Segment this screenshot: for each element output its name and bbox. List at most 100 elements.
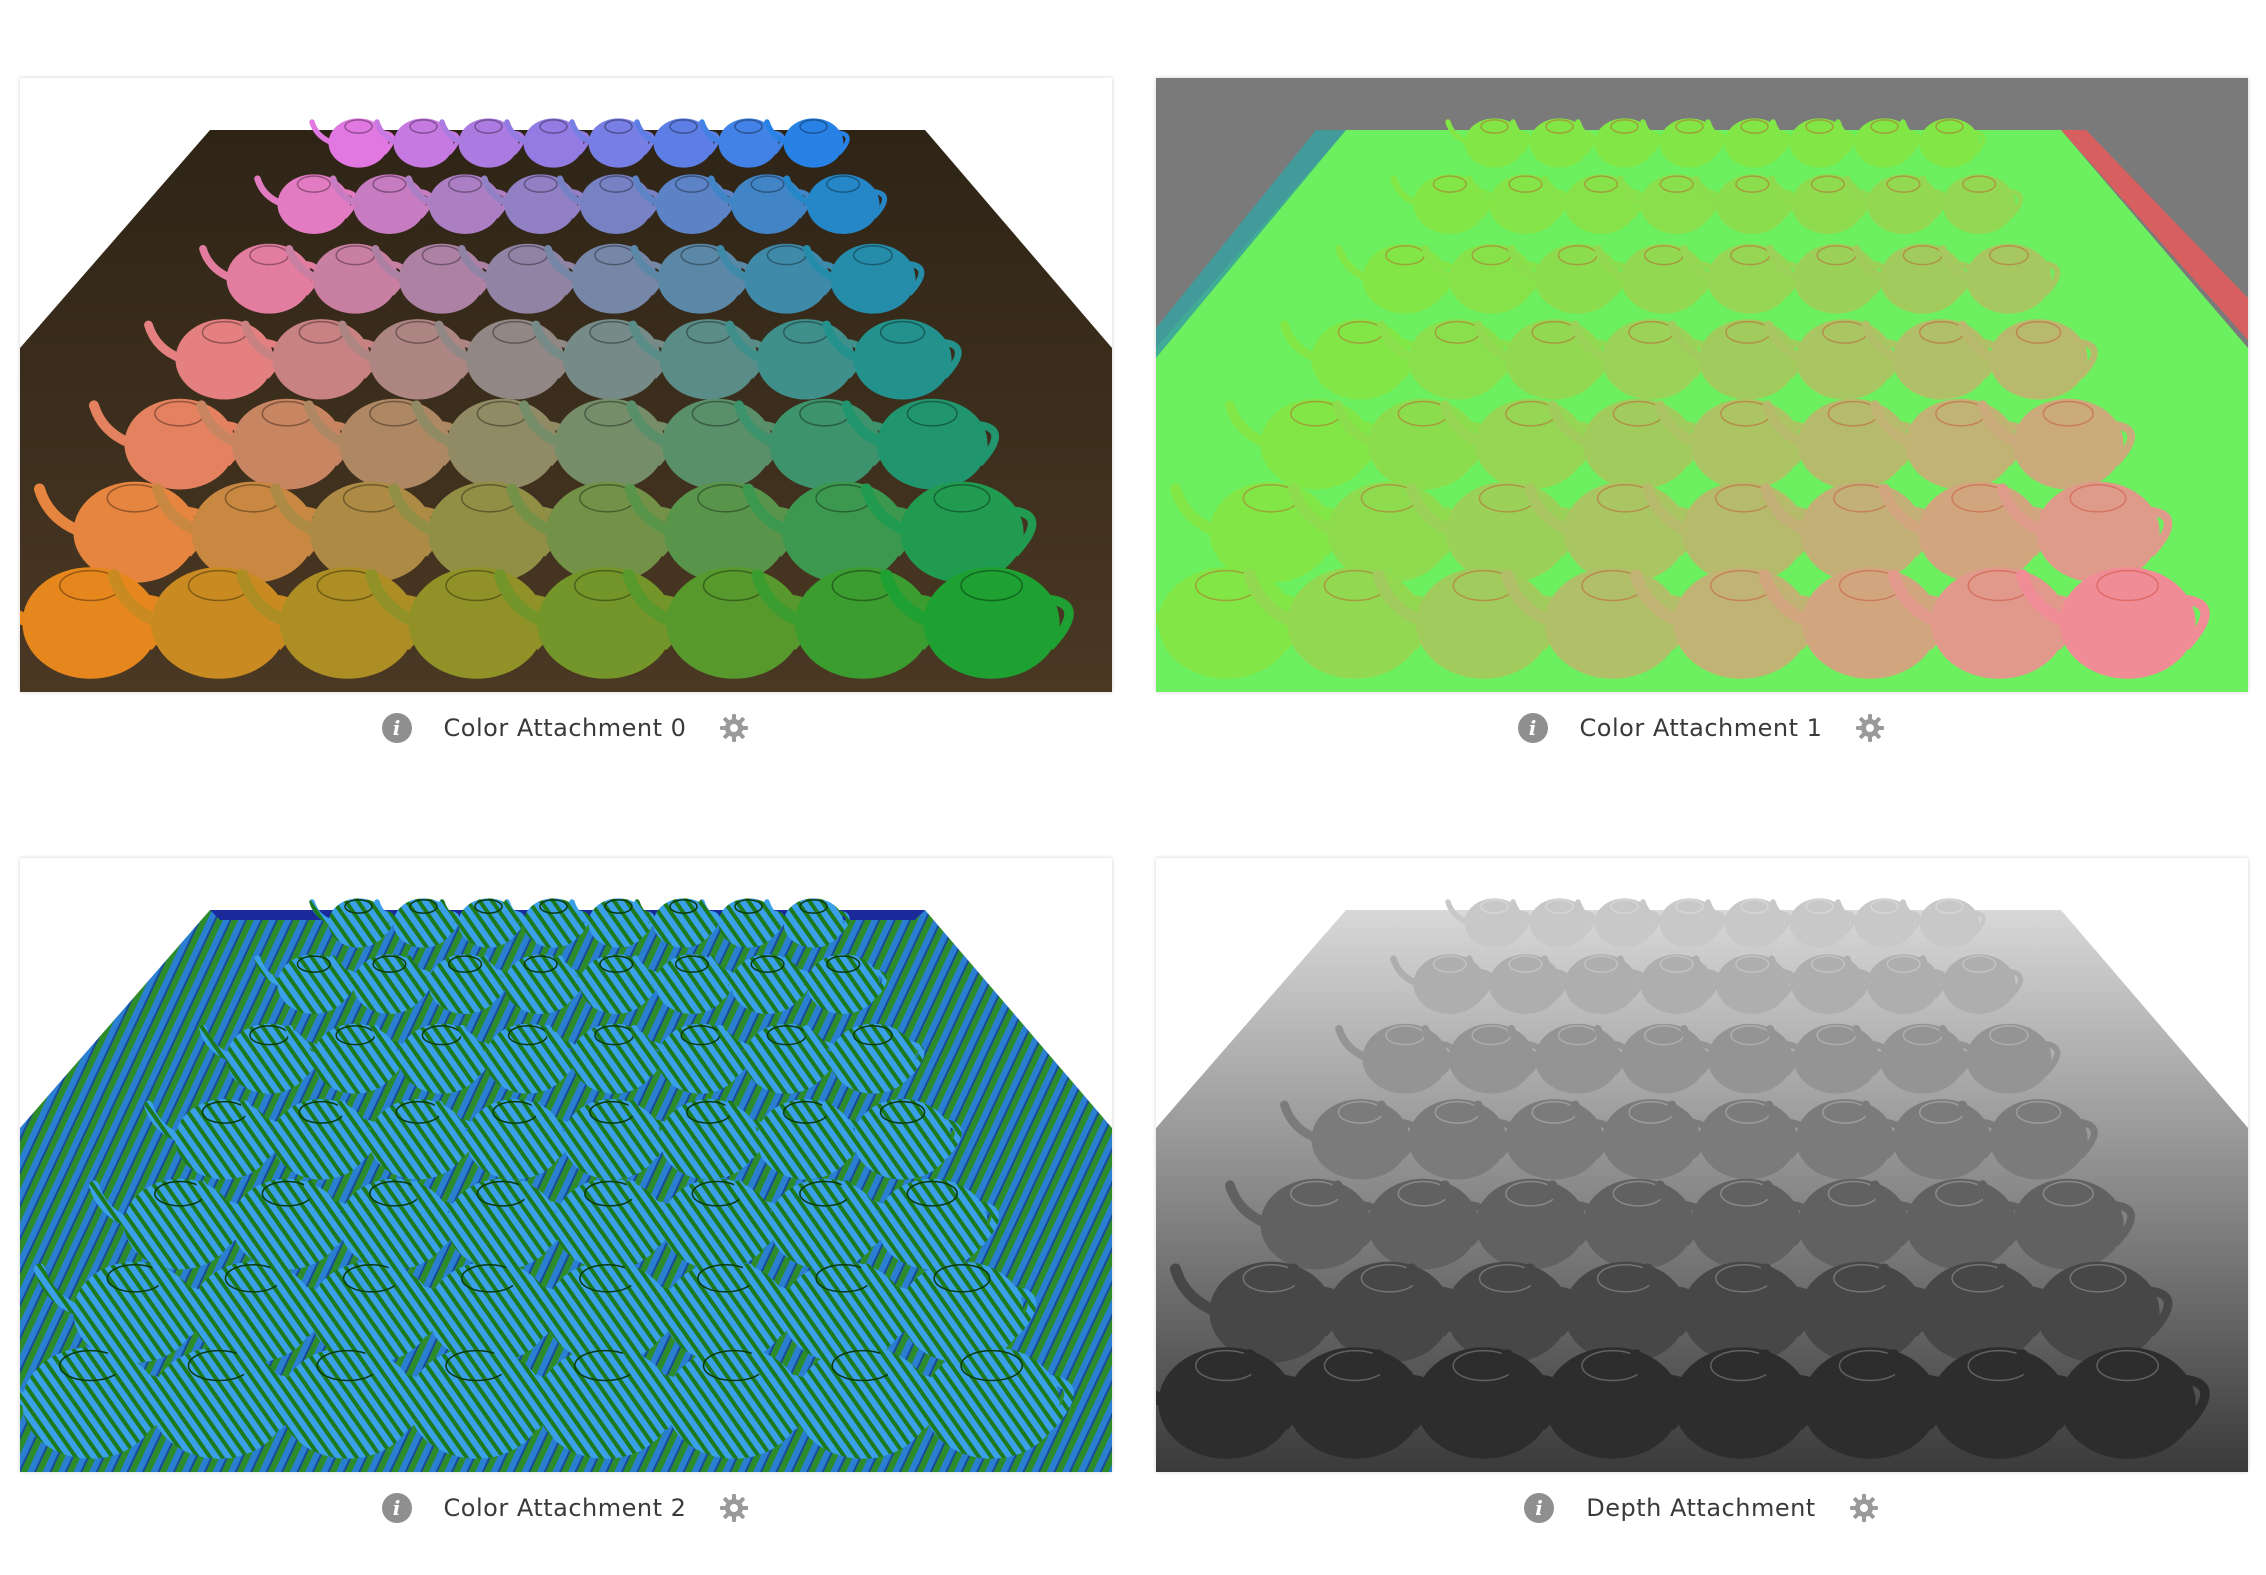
- attachment-label: Color Attachment 2: [443, 1494, 687, 1522]
- teapot: [841, 398, 999, 490]
- teapot: [405, 954, 509, 1014]
- teapot: [1996, 1261, 2173, 1363]
- teapot: [493, 567, 688, 679]
- teapot: [1593, 243, 1716, 314]
- teapot: [707, 174, 812, 234]
- gear-icon[interactable]: [1854, 712, 1886, 744]
- info-icon[interactable]: i: [381, 1493, 412, 1523]
- teapot: [1692, 954, 1797, 1014]
- teapot: [196, 1178, 354, 1270]
- teapot: [254, 174, 358, 234]
- attachment-caption: i Depth Attachment: [1156, 1482, 2248, 1534]
- teapot: [634, 898, 720, 948]
- teapot: [1996, 481, 2173, 583]
- teapot: [481, 174, 585, 234]
- attachment-preview-color-0[interactable]: [20, 78, 1112, 692]
- teapot: [632, 954, 736, 1014]
- teapot: [2016, 567, 2210, 679]
- teapot: [1938, 1023, 2061, 1094]
- teapot: [254, 954, 358, 1014]
- teapot: [556, 174, 661, 234]
- teapot: [309, 898, 395, 948]
- teapot: [783, 954, 888, 1014]
- teapot: [764, 118, 850, 168]
- teapot: [1938, 243, 2061, 314]
- teapot: [199, 243, 321, 314]
- teapot: [1705, 118, 1791, 168]
- teapot: [405, 174, 509, 234]
- teapot: [374, 118, 460, 168]
- teapot: [457, 1023, 580, 1094]
- teapot: [2016, 1347, 2210, 1459]
- teapot: [1766, 243, 1888, 314]
- teapot: [634, 118, 720, 168]
- teapot: [1640, 118, 1726, 168]
- teapot: [199, 1023, 321, 1094]
- teapot: [1680, 243, 1802, 314]
- teapot: [1958, 1099, 2098, 1180]
- teapot: [841, 1178, 999, 1270]
- teapot: [544, 1023, 666, 1094]
- teapot: [1510, 898, 1596, 948]
- teapot: [1900, 118, 1986, 168]
- teapot: [764, 898, 850, 948]
- color-attachment-1-image: [1156, 78, 2248, 692]
- teapot: [439, 898, 525, 948]
- teapot: [1421, 1023, 1543, 1094]
- attachment-preview-color-2[interactable]: [20, 858, 1112, 1472]
- teapot: [1335, 1023, 1457, 1094]
- attachment-caption: i Color Attachment 1: [1156, 702, 2248, 754]
- teapot: [880, 567, 1074, 679]
- teapot: [1541, 174, 1645, 234]
- info-icon[interactable]: i: [1517, 713, 1548, 743]
- teapot: [1768, 954, 1872, 1014]
- teapot: [632, 174, 736, 234]
- teapot: [860, 481, 1037, 583]
- teapot: [1900, 898, 1986, 948]
- color-attachment-2-image: [20, 858, 1112, 1472]
- attachment-label: Depth Attachment: [1586, 1494, 1816, 1522]
- attachment-preview-color-1[interactable]: [1156, 78, 2248, 692]
- teapot: [1768, 174, 1872, 234]
- gear-icon[interactable]: [718, 712, 750, 744]
- teapot: [1421, 243, 1543, 314]
- teapot: [880, 1347, 1074, 1459]
- teapot: [1617, 954, 1721, 1014]
- teapot: [371, 1023, 494, 1094]
- depth-attachment-image: [1156, 858, 2248, 1472]
- attachment-label: Color Attachment 1: [1579, 714, 1823, 742]
- teapot: [802, 1023, 925, 1094]
- teapot: [630, 243, 752, 314]
- teapot: [329, 174, 434, 234]
- teapot: [1958, 319, 2098, 400]
- attachment-preview-depth[interactable]: [1156, 858, 2248, 1472]
- attachment-caption: i Color Attachment 2: [20, 1482, 1112, 1534]
- attachment-label: Color Attachment 0: [443, 714, 687, 742]
- teapot: [802, 243, 925, 314]
- teapot: [1335, 243, 1457, 314]
- color-attachment-0-image: [20, 78, 1112, 692]
- teapot: [1445, 898, 1531, 948]
- teapot: [1919, 174, 2024, 234]
- teapot: [822, 1099, 962, 1180]
- teapot: [1843, 174, 1948, 234]
- teapot: [569, 118, 655, 168]
- gear-icon[interactable]: [718, 1492, 750, 1524]
- teapot: [1919, 954, 2024, 1014]
- teapot: [1445, 118, 1531, 168]
- teapot: [439, 118, 525, 168]
- info-icon[interactable]: i: [381, 713, 412, 743]
- attachment-caption: i Color Attachment 0: [20, 702, 1112, 754]
- teapot: [1390, 174, 1494, 234]
- gear-icon[interactable]: [1848, 1492, 1880, 1524]
- teapot: [1977, 1178, 2135, 1270]
- teapot: [783, 174, 888, 234]
- teapot: [329, 954, 434, 1014]
- teapot: [1770, 898, 1856, 948]
- teapot: [822, 319, 962, 400]
- teapot: [309, 118, 395, 168]
- teapot: [1843, 954, 1948, 1014]
- teapot: [1977, 398, 2135, 490]
- teapot: [457, 243, 580, 314]
- info-icon[interactable]: i: [1524, 1493, 1554, 1523]
